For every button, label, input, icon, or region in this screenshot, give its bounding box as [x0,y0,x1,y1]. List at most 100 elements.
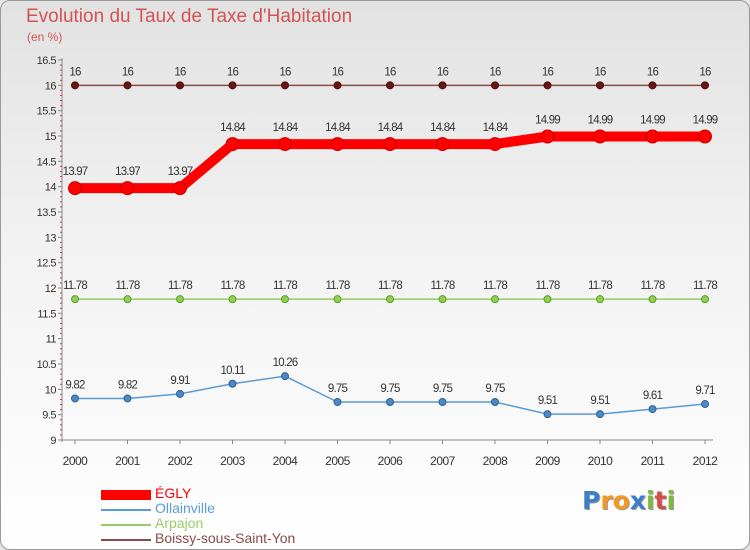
data-point [386,295,394,304]
x-tick-label: 2002 [168,454,194,468]
logo-letter: i [666,486,676,515]
data-label: 11.78 [326,280,350,292]
data-point [491,295,499,304]
data-label: 16 [594,66,606,78]
x-tick-label: 2009 [535,454,561,468]
legend-label: ÉGLY [155,485,192,501]
y-tick-label: 11.5 [37,308,56,320]
data-label: 11.78 [536,280,560,292]
data-point [543,81,552,90]
data-point [645,129,660,144]
data-label: 14.84 [273,122,299,134]
x-tick-label: 2001 [115,454,141,468]
x-tick-label: 2011 [641,454,666,468]
data-label: 13.97 [63,166,88,178]
chart-legend: ÉGLY Ollainville Arpajon Boissy-sous-Saint-… [101,486,361,546]
data-point [330,137,345,152]
legend-item: Boissy-sous-Saint-Yon [101,531,361,546]
data-label: 14.99 [588,115,613,127]
y-tick-label: 15 [45,131,57,143]
data-point [333,295,342,304]
chart-subtitle: (en %) [27,30,63,44]
data-point [173,181,187,196]
data-label: 14.84 [220,122,246,134]
data-label: 16 [279,66,291,78]
data-label: 14.84 [483,122,509,134]
data-point [176,295,184,304]
logo-letter: i [646,486,655,515]
logo-letter: t [654,486,667,515]
data-point [228,295,237,304]
data-point [701,81,709,90]
x-tick-label: 2007 [430,454,456,468]
data-label: 11.78 [431,280,455,292]
data-label: 16 [384,66,396,78]
data-label: 9.75 [380,383,400,395]
data-label: 13.97 [115,166,140,178]
data-label: 16 [647,66,659,78]
data-point [596,410,604,419]
data-point [386,398,394,406]
data-label: 10.26 [273,357,298,369]
data-label: 11.78 [221,280,245,292]
data-point [176,81,184,90]
legend-swatch [101,538,151,541]
data-label: 11.78 [116,280,140,292]
logo-letter: x [629,486,646,515]
data-label: 16 [227,66,239,78]
data-label: 14.84 [325,122,351,134]
y-tick-label: 16.5 [37,55,57,67]
data-label: 11.78 [168,280,192,292]
data-point [68,181,82,196]
data-point [648,81,657,90]
data-point [228,81,237,90]
data-label: 9.82 [118,379,138,391]
data-label: 16 [174,66,186,78]
legend-swatch [101,489,151,500]
x-tick-label: 2000 [63,454,89,468]
y-tick-label: 16 [45,80,57,92]
data-point [333,81,342,90]
data-point [176,389,184,398]
data-point [225,137,240,152]
data-label: 11.78 [693,280,717,292]
y-tick-label: 14 [45,182,57,194]
data-point [543,410,552,419]
data-point [228,379,237,388]
x-tick-label: 2005 [325,454,351,468]
logo-letter: o [612,486,630,515]
data-point [281,295,289,304]
data-label: 11.78 [641,280,665,292]
data-label: 10.11 [221,365,245,377]
data-point [435,137,450,152]
y-tick-label: 11 [46,334,57,346]
data-label: 11.78 [483,280,507,292]
y-tick-label: 9.5 [42,410,56,422]
data-point [593,129,607,144]
data-point [123,295,132,304]
data-label: 16 [699,66,711,78]
data-label: 16 [122,66,134,78]
data-point [333,398,342,406]
data-label: 9.75 [433,383,453,395]
data-point [698,129,712,144]
data-label: 16 [332,66,344,78]
data-label: 11.78 [273,280,297,292]
y-tick-label: 13.5 [37,207,57,219]
data-label: 14.99 [535,115,560,127]
legend-swatch [101,508,151,511]
data-label: 9.51 [590,395,610,407]
data-point [438,295,447,304]
proxiti-logo: Proxiti [582,486,675,515]
logo-letter: P [582,486,601,515]
data-point [596,295,604,304]
data-label: 9.51 [538,395,558,407]
data-point [120,181,135,196]
x-tick-label: 2006 [378,454,404,468]
x-tick-label: 2010 [588,454,614,468]
data-label: 9.82 [65,379,85,391]
data-point [383,137,397,152]
data-label: 9.75 [485,383,505,395]
y-tick-label: 14.5 [37,156,57,168]
